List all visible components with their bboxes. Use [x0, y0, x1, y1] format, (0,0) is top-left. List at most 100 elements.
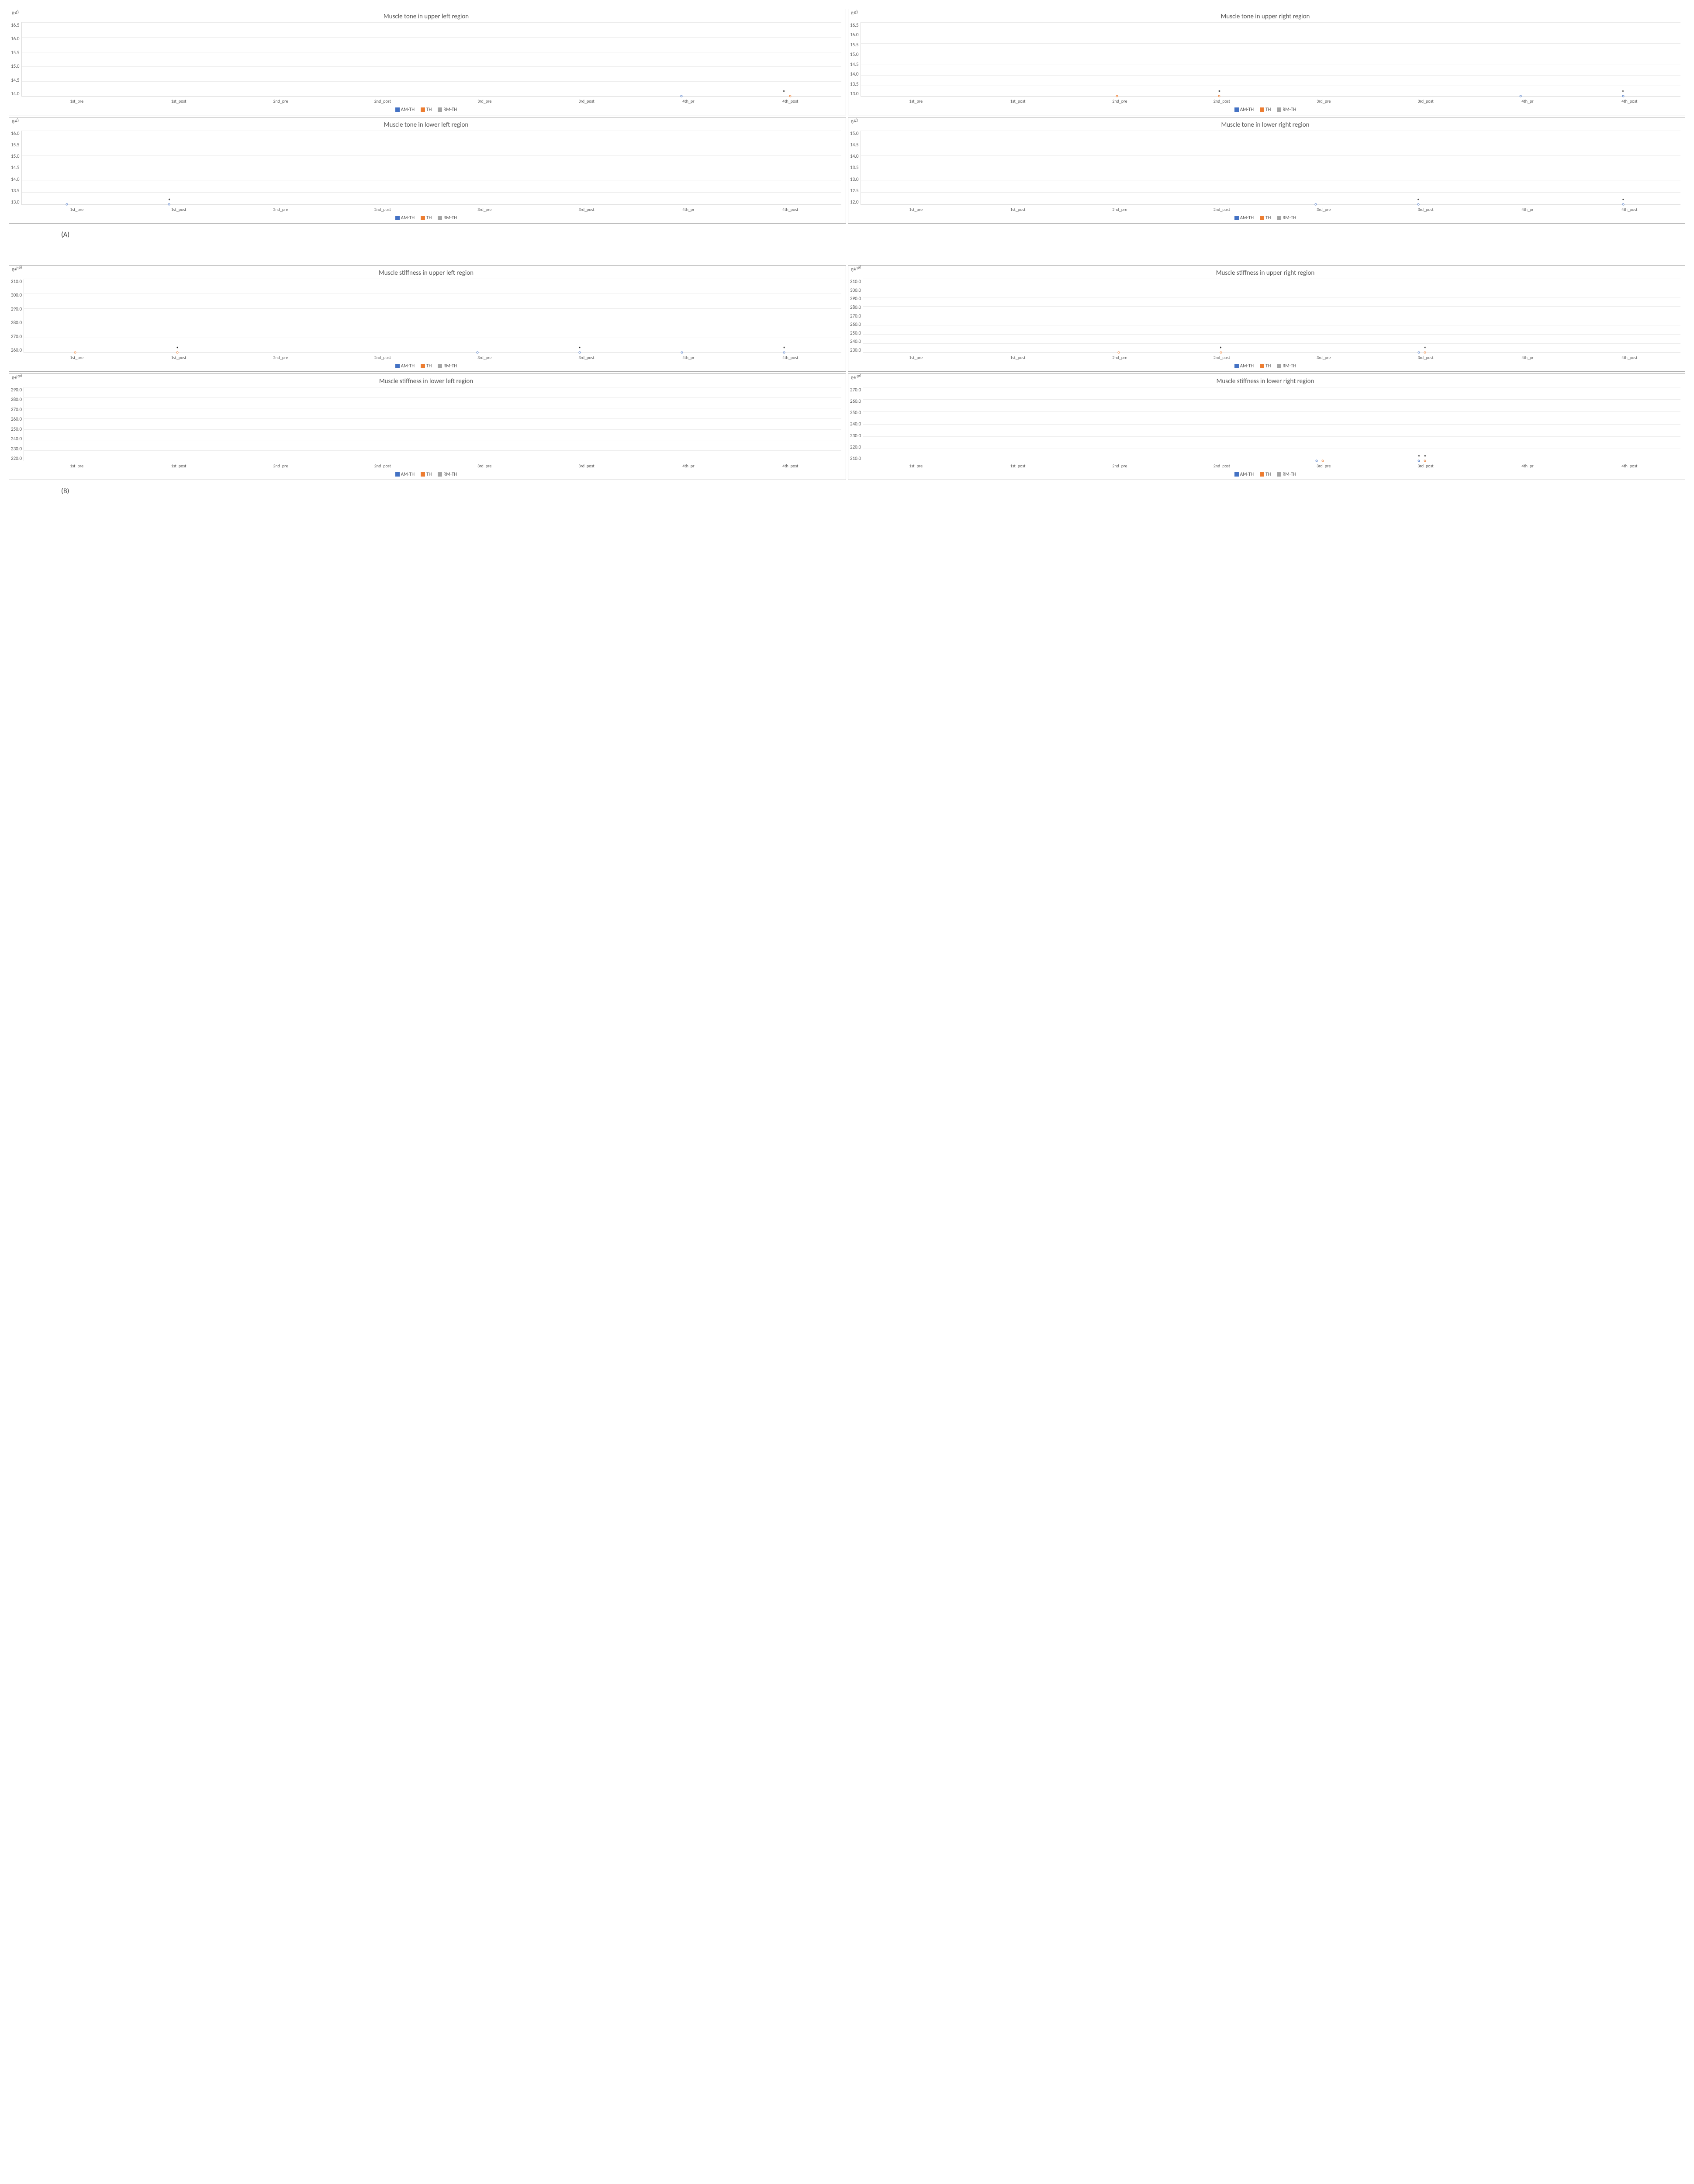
legend-item: RM-TH [438, 471, 457, 477]
legend-label: AM-TH [401, 363, 415, 369]
legend-swatch [1234, 472, 1239, 477]
x-tick-label: 2nd_post [1171, 98, 1272, 104]
plot-wrap: 15.014.514.013.513.012.512.0** [850, 131, 1680, 205]
y-tick-label: 230.0 [850, 433, 861, 439]
legend: AM-THTHRM-TH [850, 215, 1680, 221]
marker-dot [1315, 204, 1317, 206]
x-tick-label: 3rd_post [536, 355, 637, 360]
legend-item: RM-TH [438, 363, 457, 369]
x-tick-label: 1st_pre [865, 463, 967, 469]
legend: AM-TH TH RM-TH [850, 363, 1680, 369]
significance-star: * [1424, 455, 1426, 460]
x-tick-label: 4th_pr [1476, 355, 1578, 360]
legend-item: AM-TH [1234, 363, 1254, 369]
x-labels-row: 1st_pre1st_post2nd_pre2nd_post3rd_pre3rd… [865, 463, 1680, 469]
x-tick-label: 4th_post [740, 98, 841, 104]
bars-layer: ** [863, 279, 1680, 352]
y-tick-label: 280.0 [850, 304, 861, 310]
bars-layer: ** [861, 22, 1680, 96]
legend-swatch [421, 472, 425, 477]
legend-item: RM-TH [1277, 363, 1296, 369]
x-tick-label: 2nd_post [332, 463, 433, 469]
legend-label: RM-TH [1283, 471, 1296, 477]
x-tick-label: 2nd_post [332, 98, 433, 104]
bars-layer [24, 387, 841, 461]
plot-area [24, 387, 841, 461]
y-tick-label: 13.0 [850, 176, 859, 182]
legend-swatch [395, 107, 400, 112]
x-axis-spacer [850, 355, 865, 360]
y-tick-label: 15.5 [11, 50, 20, 55]
legend-label: TH [1265, 363, 1271, 369]
chart-title: Muscle stiffness in upper left region [11, 269, 841, 277]
y-tick-label: 250.0 [850, 410, 861, 415]
legend-label: TH [1265, 107, 1271, 112]
x-tick-label: 4th_post [1579, 98, 1680, 104]
plot-wrap: 290.0280.0270.0260.0250.0240.0230.0220.0 [11, 387, 841, 461]
y-tick-label: 230.0 [11, 446, 22, 452]
legend-label: TH [426, 471, 432, 477]
y-tick-label: 15.0 [850, 52, 859, 57]
legend-swatch [1277, 216, 1281, 220]
y-tick-label: 250.0 [850, 330, 861, 336]
y-tick-label: 14.5 [850, 62, 859, 67]
y-tick-label: 16.0 [11, 36, 20, 41]
y-axis: 16.516.015.515.014.514.013.513.0 [850, 22, 861, 97]
x-tick-label: 1st_pre [26, 355, 128, 360]
x-tick-label: 2nd_pre [1069, 98, 1171, 104]
x-tick-label: 3rd_pre [1273, 355, 1375, 360]
y-tick-label: 13.0 [11, 199, 20, 205]
legend-swatch [395, 364, 400, 368]
y-tick-label: 290.0 [850, 296, 861, 301]
legend-label: AM-TH [401, 215, 415, 221]
x-tick-label: 3rd_pre [434, 207, 536, 212]
chart-cell: (Hz)Muscle tone in upper left region16.5… [9, 9, 846, 115]
chart-cell: (N/m)Muscle stiffness in lower left regi… [9, 373, 846, 480]
legend-label: AM-TH [1240, 215, 1254, 221]
legend: AM-THTHRM-TH [11, 107, 841, 112]
x-tick-label: 2nd_pre [1069, 355, 1171, 360]
x-labels-row: 1st_pre1st_post2nd_pre2nd_post3rd_pre3rd… [26, 98, 841, 104]
significance-star: * [1622, 90, 1625, 95]
plot-wrap: 16.015.515.014.514.013.513.0* [11, 131, 841, 205]
legend-swatch [421, 216, 425, 220]
x-tick-label: 4th_post [740, 355, 841, 360]
plot-area: ** [861, 22, 1680, 97]
legend-label: TH [426, 215, 432, 221]
x-axis-spacer [11, 98, 26, 104]
x-tick-label: 3rd_post [1375, 463, 1476, 469]
figure-block: (N/m)Muscle stiffness in upper left regi… [9, 265, 1685, 495]
legend-item: AM-TH [1234, 471, 1254, 477]
x-axis-spacer [11, 463, 26, 469]
legend-item: RM-TH [438, 215, 457, 221]
x-axis: 1st_pre1st_post2nd_pre2nd_post3rd_pre3rd… [850, 463, 1680, 469]
x-tick-label: 3rd_post [536, 207, 637, 212]
legend: AM-THTHRM-TH [850, 471, 1680, 477]
legend-label: TH [426, 363, 432, 369]
plot-area: ** [863, 387, 1680, 461]
legend-item: AM-TH [395, 215, 415, 221]
y-tick-label: 260.0 [11, 347, 22, 353]
x-tick-label: 1st_post [967, 98, 1068, 104]
x-tick-label: 2nd_pre [230, 355, 332, 360]
chart-title: Muscle tone in upper right region [850, 13, 1680, 21]
y-tick-label: 260.0 [850, 398, 861, 404]
y-tick-label: 250.0 [11, 426, 22, 432]
legend-swatch [1260, 107, 1264, 112]
legend-item: RM-TH [438, 107, 457, 112]
x-tick-label: 4th_post [1579, 463, 1680, 469]
y-tick-label: 16.0 [850, 32, 859, 38]
legend-item: AM-TH [395, 471, 415, 477]
y-tick-label: 15.0 [11, 63, 20, 69]
legend-item: AM-TH [1234, 107, 1254, 112]
x-tick-label: 4th_pr [637, 355, 739, 360]
marker-dot [681, 95, 683, 97]
y-tick-label: 270.0 [850, 387, 861, 393]
significance-star: * [168, 198, 170, 204]
y-tick-label: 270.0 [11, 334, 22, 339]
x-tick-label: 2nd_pre [230, 207, 332, 212]
x-axis-spacer [850, 98, 865, 104]
x-tick-label: 1st_post [967, 463, 1068, 469]
legend-label: TH [1265, 215, 1271, 221]
legend: AM-TH TH RM-TH [11, 363, 841, 369]
